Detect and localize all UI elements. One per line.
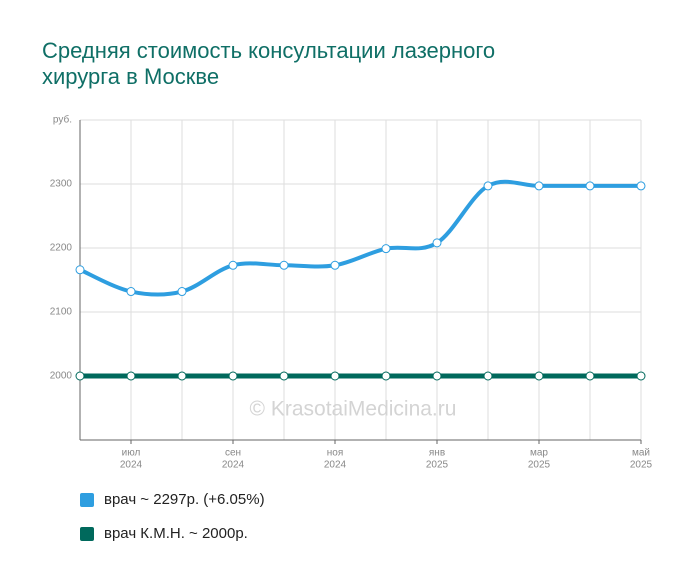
point bbox=[228, 371, 238, 381]
legend-swatch bbox=[80, 493, 94, 507]
x-tick-label: июл bbox=[122, 448, 141, 459]
point bbox=[483, 181, 493, 191]
x-tick-label: ноя bbox=[327, 448, 344, 459]
point bbox=[534, 371, 544, 381]
x-tick-year: 2025 bbox=[426, 460, 449, 471]
y-tick-label: 2000 bbox=[50, 371, 73, 382]
point bbox=[177, 371, 187, 381]
point bbox=[585, 371, 595, 381]
point bbox=[585, 181, 595, 191]
legend-swatch bbox=[80, 527, 94, 541]
point bbox=[636, 181, 646, 191]
point bbox=[432, 238, 442, 248]
y-tick-label: 2300 bbox=[50, 179, 73, 190]
point bbox=[534, 181, 544, 191]
series-line bbox=[79, 179, 641, 297]
x-tick-label: сен bbox=[225, 448, 241, 459]
x-tick-year: 2024 bbox=[324, 460, 347, 471]
x-tick-year: 2024 bbox=[222, 460, 245, 471]
point bbox=[126, 287, 136, 297]
y-tick-label: руб. bbox=[53, 114, 72, 126]
point bbox=[177, 287, 187, 297]
point bbox=[636, 371, 646, 381]
point bbox=[228, 260, 238, 270]
x-tick-label: мар bbox=[530, 448, 548, 459]
point bbox=[330, 371, 340, 381]
y-tick-label: 2200 bbox=[50, 243, 73, 254]
x-tick-year: 2025 bbox=[528, 460, 551, 471]
x-tick-label: май bbox=[632, 448, 650, 459]
point bbox=[279, 260, 289, 270]
y-tick-label: 2100 bbox=[50, 307, 73, 318]
point bbox=[330, 260, 340, 270]
x-tick-label: янв bbox=[429, 448, 445, 459]
point bbox=[279, 371, 289, 381]
x-tick-year: 2024 bbox=[120, 460, 143, 471]
point bbox=[75, 371, 85, 381]
watermark: © KrasotaiMedicina.ru bbox=[250, 398, 457, 421]
legend-label: врач ~ 2297р. (+6.05%) bbox=[104, 491, 265, 508]
point bbox=[381, 244, 391, 254]
legend-label: врач К.М.Н. ~ 2000р. bbox=[104, 525, 248, 542]
chart-title: Средняя стоимость консультации лазерного… bbox=[42, 38, 496, 89]
point bbox=[75, 265, 85, 275]
point bbox=[432, 371, 442, 381]
point bbox=[483, 371, 493, 381]
point bbox=[381, 371, 391, 381]
point bbox=[126, 371, 136, 381]
x-tick-year: 2025 bbox=[630, 460, 653, 471]
